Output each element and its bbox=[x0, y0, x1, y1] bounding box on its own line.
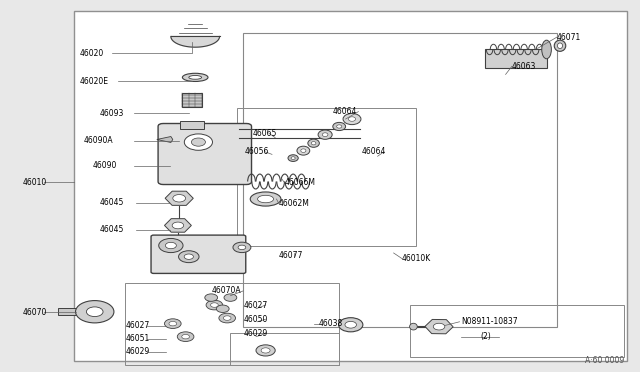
Circle shape bbox=[184, 134, 212, 150]
Circle shape bbox=[182, 334, 189, 339]
Ellipse shape bbox=[557, 43, 563, 49]
Text: 46038: 46038 bbox=[319, 319, 343, 328]
Text: 46071: 46071 bbox=[557, 33, 581, 42]
Circle shape bbox=[184, 254, 193, 259]
Text: 46090A: 46090A bbox=[83, 136, 113, 145]
Text: A·60 0009: A·60 0009 bbox=[585, 356, 624, 365]
Ellipse shape bbox=[348, 117, 356, 121]
Text: 46027: 46027 bbox=[243, 301, 268, 310]
Text: 46020E: 46020E bbox=[80, 77, 109, 86]
Text: 46090: 46090 bbox=[93, 161, 117, 170]
Ellipse shape bbox=[345, 321, 356, 328]
Bar bbox=[182, 93, 202, 107]
Circle shape bbox=[164, 319, 181, 328]
Text: N08911-10837: N08911-10837 bbox=[461, 317, 517, 326]
Text: 46063: 46063 bbox=[512, 62, 536, 71]
Circle shape bbox=[223, 316, 231, 320]
Ellipse shape bbox=[288, 155, 298, 161]
Circle shape bbox=[211, 303, 218, 307]
Text: 46051: 46051 bbox=[126, 334, 150, 343]
Ellipse shape bbox=[257, 195, 274, 203]
Text: 46070: 46070 bbox=[22, 308, 47, 317]
Text: 46050: 46050 bbox=[243, 315, 268, 324]
Text: 46093: 46093 bbox=[99, 109, 124, 118]
Text: 46045: 46045 bbox=[99, 225, 124, 234]
Ellipse shape bbox=[339, 318, 363, 332]
Ellipse shape bbox=[301, 149, 306, 153]
Text: 46064: 46064 bbox=[362, 147, 386, 156]
Circle shape bbox=[191, 138, 205, 146]
Circle shape bbox=[238, 245, 246, 250]
Circle shape bbox=[179, 251, 199, 263]
Ellipse shape bbox=[554, 40, 566, 51]
Ellipse shape bbox=[256, 345, 275, 356]
Ellipse shape bbox=[308, 139, 319, 147]
Circle shape bbox=[86, 307, 103, 317]
Text: 46045: 46045 bbox=[99, 198, 124, 207]
Ellipse shape bbox=[410, 323, 417, 330]
Ellipse shape bbox=[337, 125, 342, 128]
Text: 46064: 46064 bbox=[333, 107, 357, 116]
Bar bbox=[410, 305, 624, 357]
Bar bbox=[58, 308, 76, 315]
Bar bbox=[230, 333, 339, 365]
Circle shape bbox=[233, 242, 251, 253]
Text: 46020: 46020 bbox=[80, 49, 104, 58]
Ellipse shape bbox=[318, 130, 332, 140]
FancyBboxPatch shape bbox=[158, 124, 252, 185]
Ellipse shape bbox=[333, 122, 346, 131]
Circle shape bbox=[165, 242, 177, 249]
Text: 46010K: 46010K bbox=[402, 254, 431, 263]
Bar bbox=[74, 11, 627, 361]
Text: 46077: 46077 bbox=[278, 251, 303, 260]
Text: 46027: 46027 bbox=[126, 321, 150, 330]
Ellipse shape bbox=[297, 146, 310, 155]
Circle shape bbox=[206, 300, 223, 310]
Circle shape bbox=[177, 332, 194, 341]
Ellipse shape bbox=[182, 73, 208, 81]
Bar bbox=[237, 108, 416, 246]
Circle shape bbox=[169, 321, 177, 326]
Ellipse shape bbox=[311, 142, 316, 145]
Circle shape bbox=[205, 294, 218, 301]
Text: 46029: 46029 bbox=[243, 329, 268, 338]
Text: 46029: 46029 bbox=[126, 347, 150, 356]
Circle shape bbox=[159, 238, 183, 253]
Ellipse shape bbox=[323, 133, 328, 137]
Bar bbox=[125, 283, 339, 365]
Text: 46056: 46056 bbox=[245, 147, 269, 156]
Text: 46065: 46065 bbox=[253, 129, 277, 138]
Bar bbox=[485, 49, 547, 68]
Polygon shape bbox=[171, 36, 220, 47]
Text: 46066M: 46066M bbox=[284, 178, 315, 187]
Ellipse shape bbox=[250, 192, 281, 206]
Circle shape bbox=[172, 222, 184, 229]
Text: 46010: 46010 bbox=[22, 178, 47, 187]
FancyBboxPatch shape bbox=[151, 235, 246, 273]
Bar bbox=[180, 121, 204, 129]
Text: (2): (2) bbox=[480, 332, 491, 341]
Polygon shape bbox=[157, 137, 173, 142]
Ellipse shape bbox=[291, 157, 295, 160]
Text: 46062M: 46062M bbox=[279, 199, 310, 208]
Ellipse shape bbox=[541, 40, 551, 59]
Circle shape bbox=[219, 313, 236, 323]
Circle shape bbox=[76, 301, 114, 323]
Circle shape bbox=[173, 195, 186, 202]
Ellipse shape bbox=[189, 76, 202, 79]
Circle shape bbox=[216, 305, 229, 312]
Ellipse shape bbox=[261, 348, 270, 353]
Circle shape bbox=[224, 294, 237, 301]
Circle shape bbox=[433, 323, 445, 330]
Ellipse shape bbox=[343, 113, 361, 125]
Text: 46070A: 46070A bbox=[211, 286, 241, 295]
